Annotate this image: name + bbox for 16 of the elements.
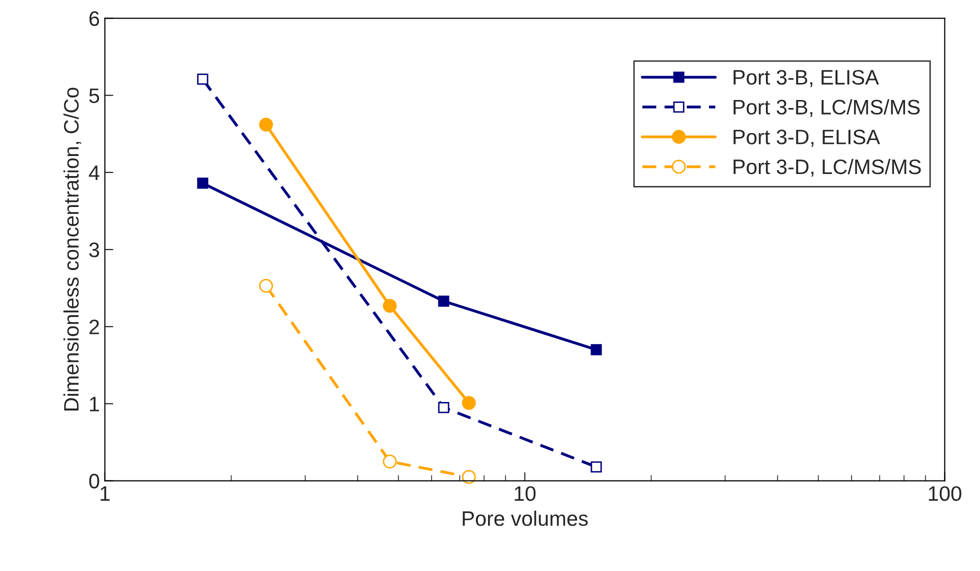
x-tick-label: 1 [100, 486, 110, 501]
legend-label: Port 3-D, ELISA [734, 130, 880, 147]
x-tick-label: 10 [514, 486, 536, 501]
y-tick-label: 6 [89, 11, 100, 26]
legend-label: Port 3-B, ELISA [734, 70, 879, 88]
y-tick-label: 5 [89, 88, 100, 104]
y-tick-label: 4 [88, 166, 100, 180]
y-tick-label: 1 [90, 396, 99, 412]
legend-label: Port 3-B, LC/MS/MS [734, 99, 920, 117]
y-tick-label: 0 [89, 474, 100, 489]
y-tick-label: 3 [89, 242, 100, 258]
y-tick-label: 2 [89, 320, 99, 334]
y-axis-title: Dimensionless concentration, C/Co [63, 88, 82, 410]
x-axis-title: Pore volumes [462, 510, 588, 526]
legend-label: Port 3-D, LC/MS/MS [734, 158, 921, 177]
x-tick-label: 100 [928, 486, 962, 501]
